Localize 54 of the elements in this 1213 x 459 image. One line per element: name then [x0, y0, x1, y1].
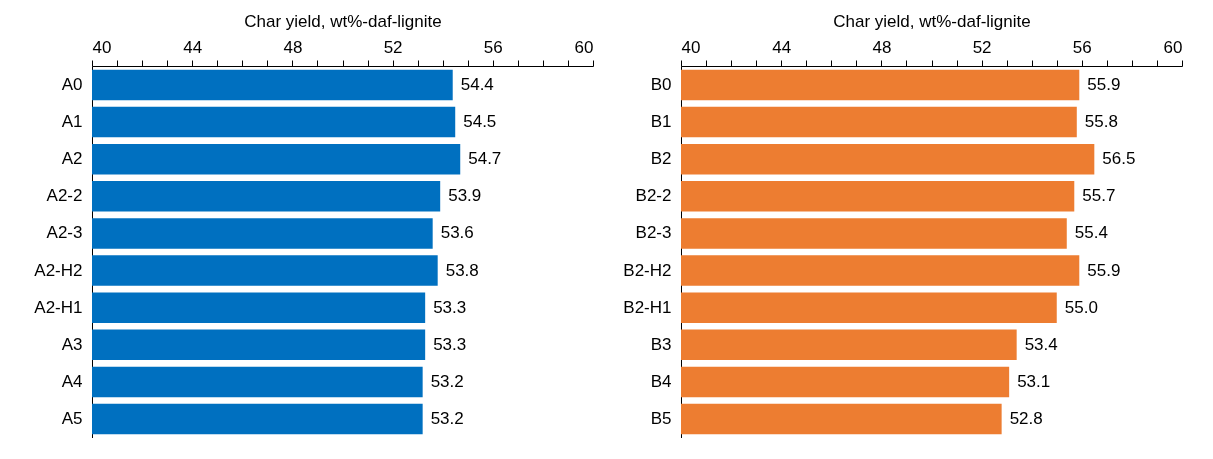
y-tick-label: A2-3: [46, 223, 83, 243]
data-label: 56.5: [1102, 149, 1136, 169]
y-tick-label: A2: [61, 149, 83, 169]
data-label: 53.2: [430, 371, 464, 391]
data-label: 55.8: [1084, 112, 1118, 132]
y-tick-label: A2-2: [46, 186, 83, 206]
data-label: 54.5: [463, 112, 497, 132]
y-tick-label: B5: [650, 409, 672, 429]
y-tick-label: B2-2: [635, 186, 672, 206]
data-label: 53.4: [1024, 334, 1058, 354]
x-axis-title: Char yield, wt%-daf-lignite: [244, 11, 442, 31]
y-tick-label: B4: [650, 371, 672, 391]
data-label: 54.7: [468, 149, 502, 169]
x-tick-label: 52: [383, 37, 403, 57]
data-label: 55.9: [1087, 74, 1121, 94]
y-tick-label: A2-H1: [34, 297, 83, 317]
x-tick-label: 40: [92, 37, 112, 57]
y-tick-label: B3: [650, 334, 672, 354]
data-label: 53.6: [440, 223, 474, 243]
data-label: 55.0: [1064, 297, 1098, 317]
x-axis-title: Char yield, wt%-daf-lignite: [833, 11, 1031, 31]
x-tick-label: 44: [183, 37, 203, 57]
x-tick-label: 56: [483, 37, 503, 57]
y-tick-label: B2-H1: [623, 297, 672, 317]
x-tick-label: 56: [1072, 37, 1092, 57]
x-tick-label: 60: [1163, 37, 1183, 57]
y-tick-label: B2-3: [635, 223, 672, 243]
y-tick-label: B2-H2: [623, 260, 672, 280]
x-tick-label: 44: [772, 37, 792, 57]
data-label: 53.9: [448, 186, 482, 206]
data-label: 55.9: [1087, 260, 1121, 280]
y-tick-label: A3: [61, 334, 83, 354]
y-tick-label: A1: [61, 112, 83, 132]
data-label: 55.7: [1082, 186, 1116, 206]
data-label: 52.8: [1009, 409, 1043, 429]
x-tick-label: 40: [681, 37, 701, 57]
x-tick-label: 52: [972, 37, 992, 57]
x-tick-label: 60: [574, 37, 594, 57]
y-tick-label: A4: [61, 371, 83, 391]
data-label: 55.4: [1074, 223, 1108, 243]
y-tick-label: B2: [650, 149, 672, 169]
y-tick-label: A5: [61, 409, 83, 429]
data-label: 53.2: [430, 409, 464, 429]
y-tick-label: B1: [650, 112, 672, 132]
y-tick-label: A0: [61, 74, 83, 94]
x-tick-label: 48: [283, 37, 303, 57]
x-tick-label: 48: [872, 37, 892, 57]
y-tick-label: B0: [650, 74, 672, 94]
y-tick-label: A2-H2: [34, 260, 83, 280]
data-label: 53.8: [445, 260, 479, 280]
data-label: 53.3: [433, 297, 467, 317]
data-label: 53.1: [1017, 371, 1051, 391]
data-label: 53.3: [433, 334, 467, 354]
data-label: 54.4: [460, 74, 494, 94]
